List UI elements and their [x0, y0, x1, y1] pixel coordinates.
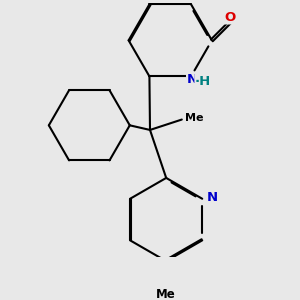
- Text: N: N: [187, 73, 198, 86]
- Text: N: N: [207, 190, 218, 203]
- Text: O: O: [225, 11, 236, 24]
- Text: ·H: ·H: [195, 74, 211, 88]
- Text: Me: Me: [185, 113, 204, 123]
- Text: Me: Me: [156, 288, 176, 300]
